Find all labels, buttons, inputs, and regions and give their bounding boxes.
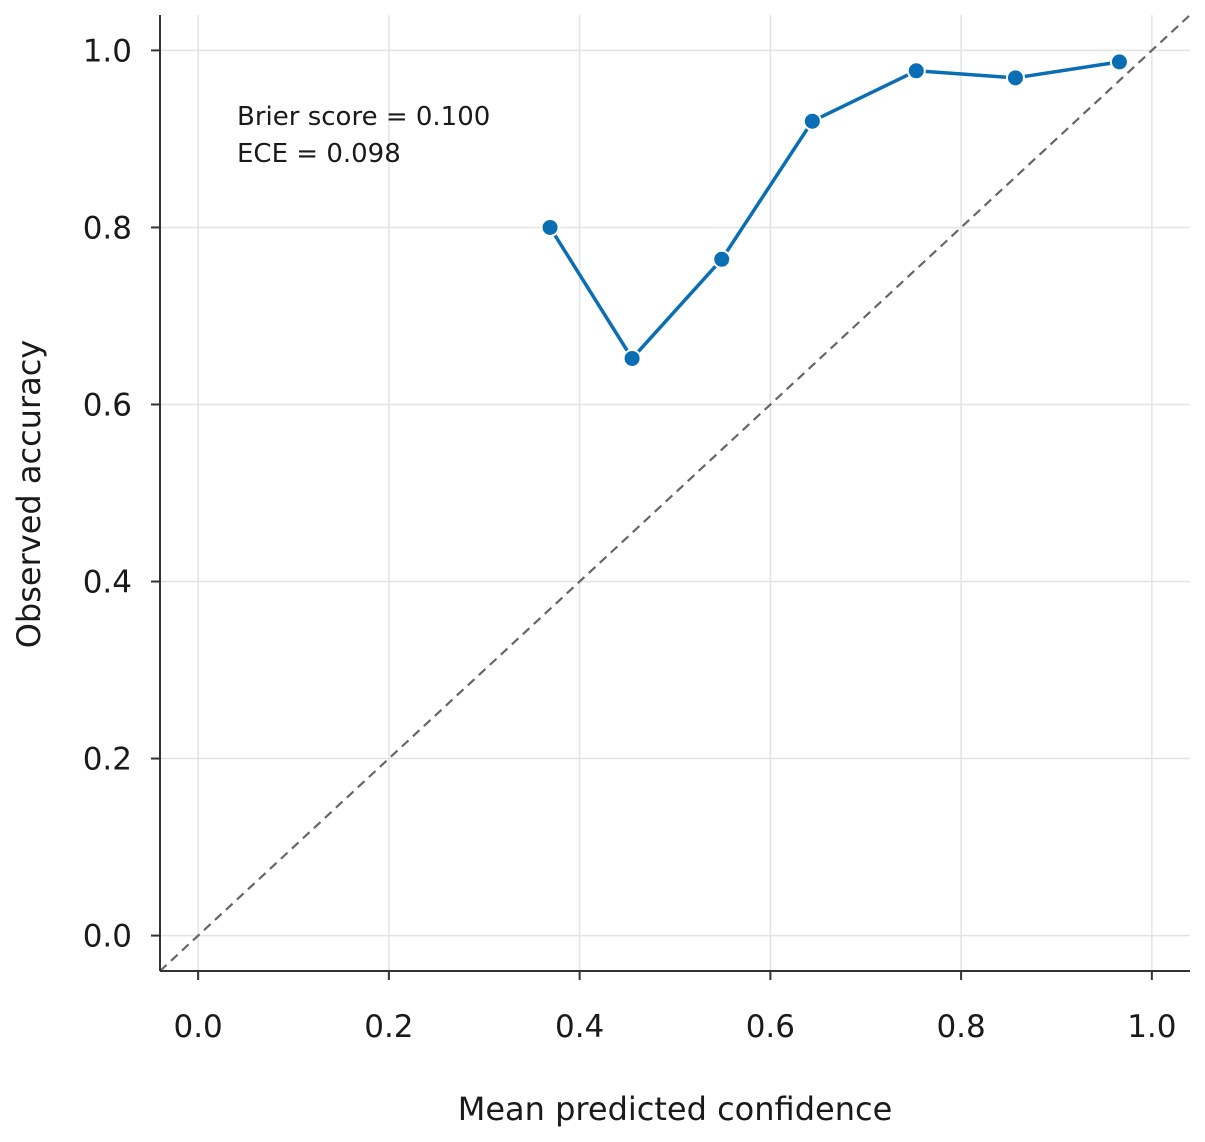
x-axis-label: Mean predicted confidence: [458, 1090, 893, 1128]
x-tick-label-0: 0.0: [173, 1009, 222, 1045]
y-axis-label: Observed accuracy: [10, 340, 48, 649]
y-tick-label-0: 0.0: [83, 919, 132, 955]
x-ticks: 0.0 0.2 0.4 0.6 0.8 1.0: [173, 971, 1177, 1045]
series-group: [540, 52, 1129, 368]
grid: [160, 15, 1190, 971]
y-tick-label-2: 0.4: [83, 565, 132, 601]
data-point-4: [906, 61, 926, 81]
x-tick-label-5: 1.0: [1127, 1009, 1176, 1045]
reference-line: [159, 14, 1191, 972]
y-tick-label-1: 0.2: [83, 742, 132, 778]
annotations: Brier score = 0.100 ECE = 0.098: [237, 102, 490, 169]
data-point-5: [1005, 68, 1025, 88]
y-tick-label-3: 0.6: [83, 387, 132, 423]
y-ticks: 0.0 0.2 0.4 0.6 0.8 1.0: [83, 33, 160, 955]
data-point-0: [540, 217, 560, 237]
x-tick-label-3: 0.6: [746, 1009, 795, 1045]
y-tick-label-4: 0.8: [83, 210, 132, 246]
x-tick-label-1: 0.2: [364, 1009, 413, 1045]
data-point-6: [1109, 52, 1129, 72]
annotation-1: ECE = 0.098: [237, 139, 401, 169]
data-point-1: [622, 348, 642, 368]
data-point-3: [802, 111, 822, 131]
y-tick-label-5: 1.0: [83, 33, 132, 69]
x-tick-label-2: 0.4: [555, 1009, 604, 1045]
axes: [159, 15, 1190, 972]
reference-line-group: [159, 14, 1191, 972]
x-tick-label-4: 0.8: [936, 1009, 985, 1045]
data-point-2: [712, 249, 732, 269]
annotation-0: Brier score = 0.100: [237, 102, 490, 132]
series-line-0: [548, 60, 1120, 361]
